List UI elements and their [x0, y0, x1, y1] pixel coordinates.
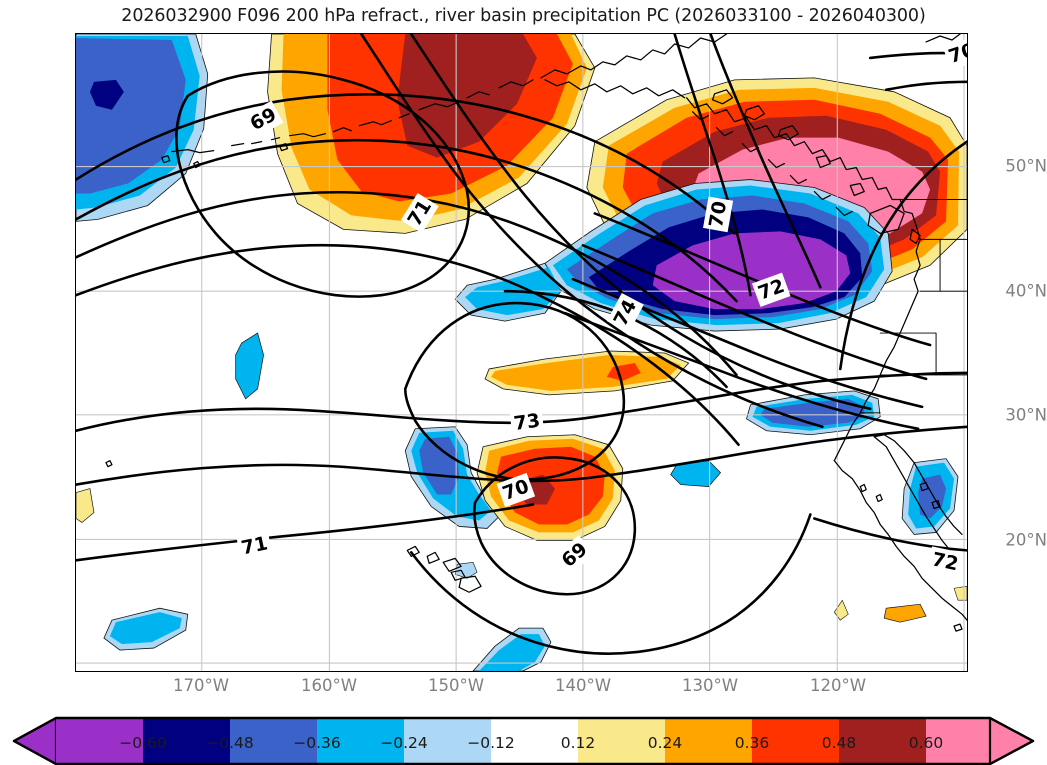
map-plot-area[interactable]: 69 71 70 72 — [75, 33, 968, 672]
colorbar-swatch-9 — [752, 718, 839, 764]
contour-label-71-sw: 71 — [239, 532, 269, 559]
shade-neg-main-purple — [652, 231, 851, 310]
refractivity-contours — [76, 34, 967, 655]
contour-label-70-ne: 70 — [946, 39, 967, 68]
shade-neg-baja-blue — [918, 474, 947, 519]
xtick-label-160W: 160°W — [300, 676, 358, 695]
xtick-label-140W: 140°W — [554, 676, 612, 695]
shaded-correlation-field — [76, 34, 967, 671]
shade-neg-sw-blob-cyan — [109, 612, 182, 645]
xtick-label-120W: 120°W — [809, 676, 867, 695]
colorbar-tick-label-10: 0.60 — [908, 734, 944, 752]
colorbar-tick-label-9: 0.48 — [821, 734, 857, 752]
colorbar-swatch-3 — [230, 718, 317, 764]
colorbar-tick-label-5: −0.12 — [467, 734, 515, 752]
shade-neg-cal-blue — [760, 398, 865, 427]
shade-neg-nw-blue — [76, 37, 186, 194]
ytick-label-30N: 30°N — [1005, 405, 1047, 425]
shade-neg-hawaii-blue — [419, 436, 460, 495]
colorbar-swatch-4 — [317, 718, 404, 764]
xtick-label-150W: 150°W — [427, 676, 485, 695]
colorbar-canvas — [12, 716, 1035, 765]
colorbar-tick-label-3: −0.36 — [293, 734, 341, 752]
colorbar-outline — [12, 716, 1035, 765]
shade-pos-dot-c — [953, 585, 967, 601]
shade-pos-dot-a — [833, 599, 849, 621]
colorbar-tick-label-6: 0.12 — [560, 734, 596, 752]
colorbar-swatch-10 — [839, 718, 926, 764]
shade-pos-dot-b — [883, 603, 927, 623]
ytick-label-40N: 40°N — [1005, 281, 1047, 301]
colorbar-tick-label-1: −0.60 — [119, 734, 167, 752]
colorbar-swatch-8 — [665, 718, 752, 764]
contour-label-72-se: 72 — [930, 548, 960, 575]
colorbar-swatch-7 — [578, 718, 665, 764]
ytick-label-20N: 20°N — [1005, 530, 1047, 550]
colorbar-swatch-11 — [926, 718, 990, 764]
xtick-label-130W: 130°W — [681, 676, 739, 695]
shade-neg-small-west-core — [241, 343, 258, 385]
ytick-label-50N: 50°N — [1005, 156, 1047, 176]
colorbar-tick-label-4: −0.24 — [380, 734, 428, 752]
colorbar-swatch-1 — [56, 718, 143, 764]
xtick-label-170W: 170°W — [172, 676, 230, 695]
shade-neg-bottom-blob-cyan — [479, 634, 545, 671]
colorbar-swatch-2 — [143, 718, 230, 764]
colorbar-tick-label-7: 0.24 — [647, 734, 683, 752]
shade-neg-nw-navy — [89, 79, 124, 110]
shade-pos-dot-left — [76, 488, 95, 523]
colorbar-swatch-5 — [404, 718, 491, 764]
coastlines — [105, 34, 967, 632]
figure-title: 2026032900 F096 200 hPa refract., river … — [121, 6, 926, 26]
colorbar-extend-max — [988, 716, 1035, 765]
colorbar-swatch-6 — [491, 718, 578, 764]
colorbar-tick-label-8: 0.36 — [734, 734, 770, 752]
contour-label-73: 73 — [512, 410, 541, 435]
map-canvas: 69 71 70 72 — [76, 34, 967, 671]
colorbar-extend-min — [12, 716, 58, 765]
shade-pos-midpac-red — [606, 362, 641, 381]
colorbar-tick-label-2: −0.48 — [206, 734, 254, 752]
colorbar[interactable]: −0.60 −0.48 −0.36 −0.24 −0.12 0.12 0.24 … — [0, 700, 1047, 765]
contour-label-69-subtrop: 69 — [557, 538, 591, 572]
contour-label-70-center: 70 — [705, 199, 731, 229]
shade-pos-midpac-orange — [491, 354, 681, 391]
contour-labels: 69 71 70 72 — [236, 36, 967, 578]
